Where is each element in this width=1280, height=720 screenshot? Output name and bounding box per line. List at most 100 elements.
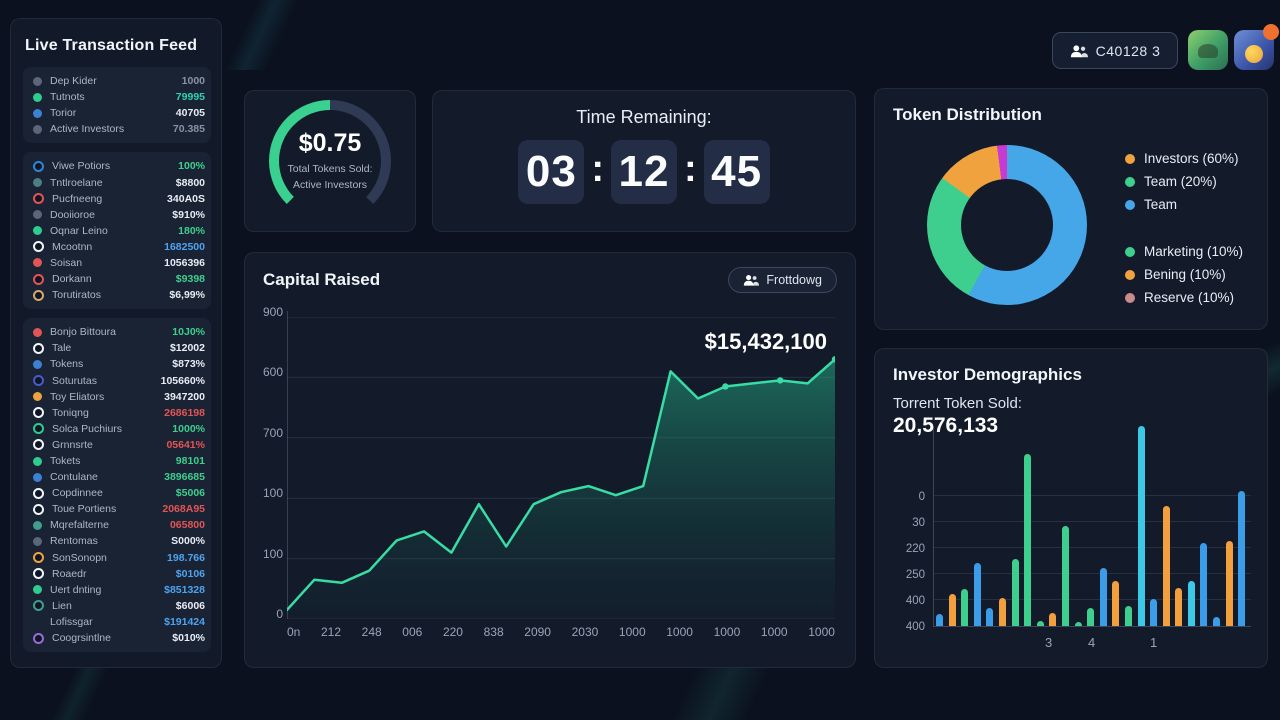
feed-row[interactable]: Viwe Potiors 100% [29,158,205,174]
feed-row[interactable]: Pucfneeng 340A0S [29,191,205,207]
feed-row[interactable]: Dep Kider 1000 [29,73,205,89]
feed-row[interactable]: Tokets 98101 [29,453,205,469]
feed-row[interactable]: Soisan 1056396 [29,255,205,271]
capital-header: Capital Raised Frottdowg [263,267,837,293]
legend-item: Reserve (10%) [1125,286,1243,309]
feed-item-label: Oqnar Leino [50,224,108,237]
legend-label: Bening (10%) [1144,267,1226,282]
feed-row[interactable]: Toy Eliators 3947200 [29,389,205,405]
feed-status-icon [33,273,44,285]
feed-status-icon [33,600,44,612]
avatar-2[interactable] [1234,24,1279,70]
feed-row[interactable]: Oqnar Leino 180% [29,223,205,239]
legend-label: Investors (60%) [1144,151,1239,166]
feed-row[interactable]: Uert dnting $851328 [29,582,205,598]
legend-dot [1125,176,1135,187]
demographics-gridline [934,573,1251,574]
demographics-gridline [934,495,1251,496]
capital-y-label: 700 [262,425,283,440]
feed-row[interactable]: Mqrefalterne 065800 [29,517,205,533]
avatar-1[interactable] [1188,30,1228,70]
feed-item-label: Viwe Potiors [52,160,111,173]
feed-groups: Dep Kider 1000 Tutnots 79995 Torior 40705 Acti… [23,67,211,653]
feed-row[interactable]: Solca Puchiurs 1000% [29,421,205,437]
capital-x-axis: 0n 212 248 006 220 838 2090 2030 1000 1000 1000 100… [287,625,835,639]
demographic-bar [998,598,1006,626]
feed-item-value: 198.766 [167,551,205,564]
feed-row[interactable]: Toue Portiens 2068A95 [29,501,205,517]
feed-row[interactable]: Tutnots 79995 [29,89,205,105]
demographic-bar [1112,581,1120,626]
feed-row[interactable]: Dorkann $9398 [29,271,205,287]
feed-row[interactable]: Tale $12002 [29,340,205,356]
feed-row[interactable]: Lien $6006 [29,598,205,614]
feed-row[interactable]: Tntlroelane $8800 [29,174,205,190]
feed-row[interactable]: Roaedr $0106 [29,566,205,582]
capital-x-label: 006 [402,625,423,639]
capital-y-axis-line [287,311,288,619]
feed-row[interactable]: Tokens $873% [29,356,205,372]
demographic-bar [986,608,994,626]
demographic-bar [1011,559,1019,626]
feed-item-value: $8800 [175,176,205,189]
feed-item-label: Toy Eliators [50,390,105,403]
feed-row[interactable]: Soturutas 105660% [29,373,205,389]
feed-row[interactable]: Torior 40705 [29,105,205,121]
tokens-sold-subtitle: Torrent Token Sold: [893,395,1022,412]
countdown-segment: 45 [703,140,770,204]
feed-row[interactable]: Bonjo Bittoura 10J0% [29,324,205,340]
feed-item-value: $0106 [175,567,205,580]
feed-item-value: $010% [172,632,205,645]
capital-filter-button[interactable]: Frottdowg [728,267,837,293]
countdown-segment: 03 [518,140,585,204]
feed-row[interactable]: Copdinnee $5006 [29,485,205,501]
demographic-bar [1175,588,1183,626]
capital-x-label: 1000 [618,625,646,639]
timer-title: Time Remaining: [576,107,712,127]
feed-status-icon [33,487,44,499]
feed-row[interactable]: Active Investors 70.385 [29,121,205,137]
feed-row[interactable]: Grnnsrte 05641% [29,437,205,453]
countdown-colon: : [684,147,697,190]
feed-item-label: Roaedr [52,567,87,580]
feed-row[interactable]: Dooiioroe $910% [29,207,205,223]
capital-raised-card: Capital Raised Frottdowg 900 600 700 100 100… [244,252,856,668]
feed-row[interactable]: SonSonopn 198.766 [29,550,205,566]
legend-dot [1125,269,1135,280]
feed-row[interactable]: Coogrsintlne $010% [29,630,205,646]
feed-status-icon [33,392,42,402]
feed-row[interactable]: Rentomas S000% [29,533,205,549]
feed-item-value: $873% [172,358,205,371]
demographics-gridline [934,547,1251,548]
legend-label: Team (20%) [1144,174,1217,189]
feed-status-icon [33,472,42,482]
area-chart-svg [285,316,839,620]
demographics-y-label: 0 [918,491,925,503]
feed-item-value: 340A0S [167,192,205,205]
feed-row[interactable]: Contulane 3896685 [29,469,205,485]
demographics-bar-chart [933,426,1251,627]
investor-counter-button[interactable]: C40128 3 [1052,32,1178,69]
legend-item: Bening (10%) [1125,263,1243,286]
legend-dot [1125,153,1135,164]
feed-status-icon [33,585,42,595]
feed-status-icon [33,226,42,236]
demographic-bar [1200,543,1208,626]
feed-item-value: 3947200 [164,390,205,403]
feed-row[interactable]: Lofissgar $191424 [29,614,205,630]
feed-item-label: Solca Puchiurs [52,422,123,435]
demographic-bar [1162,506,1170,626]
countdown-display: 03:12:45 [518,140,770,204]
demographic-bar [1099,568,1107,626]
feed-item-value: 180% [178,224,205,237]
feed-status-icon [33,124,42,134]
demographics-gridline [934,599,1251,600]
feed-item-value: 3896685 [164,471,205,484]
feed-row[interactable]: Toniqng 2686198 [29,405,205,421]
feed-item-label: Tokets [50,455,81,468]
capital-y-label: 0 [276,607,283,621]
feed-row[interactable]: Mcootnn 1682500 [29,239,205,255]
feed-row[interactable]: Torutiratos $6,99% [29,287,205,303]
feed-item-label: Tntlroelane [50,176,103,189]
gauge-center: $0.75 Total Tokens Sold: Active Investor… [279,110,381,212]
